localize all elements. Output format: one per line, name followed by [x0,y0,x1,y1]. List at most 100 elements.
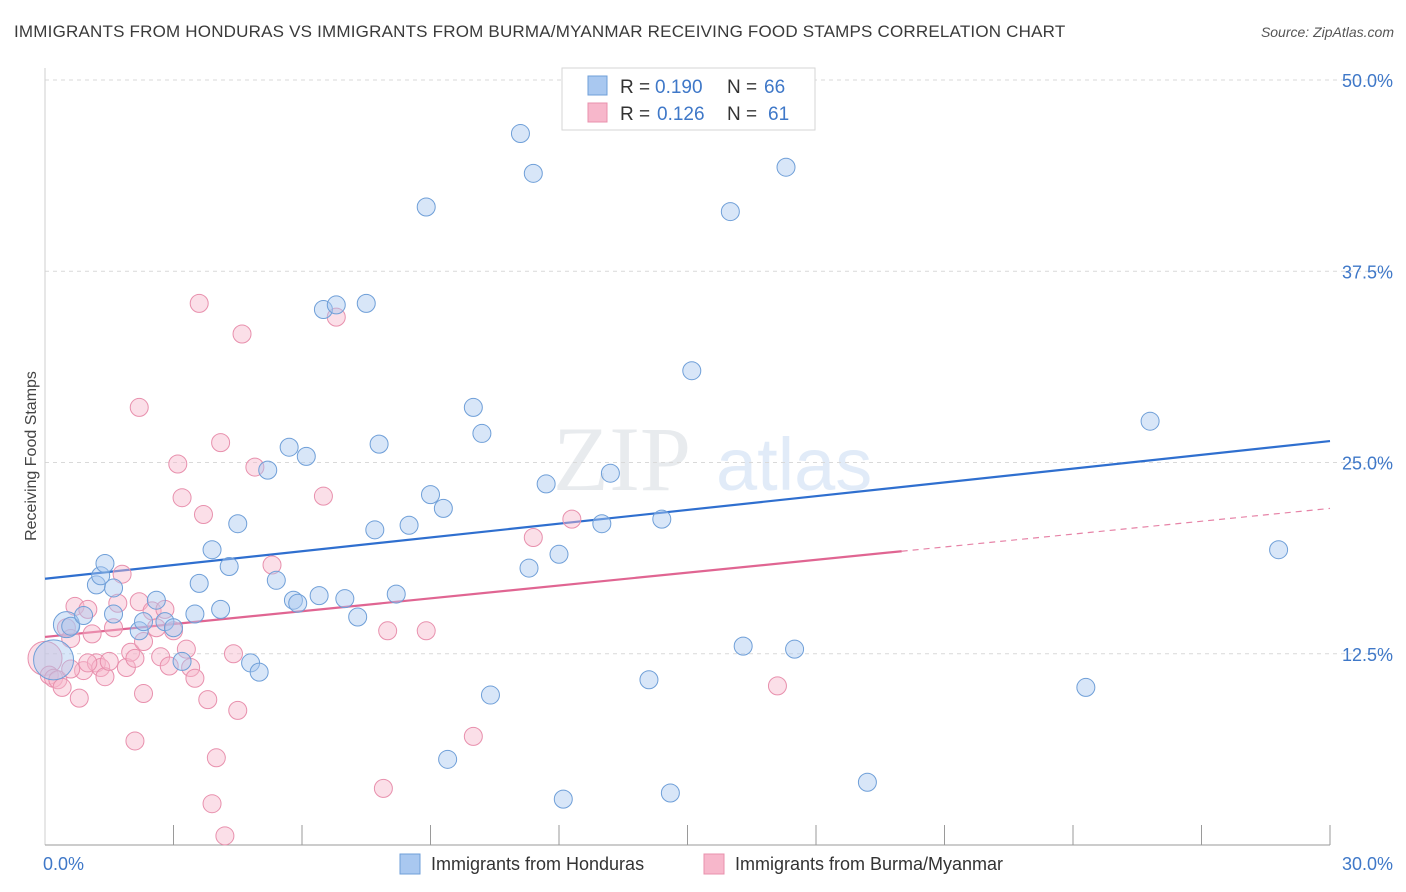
data-point-honduras [639,670,659,690]
data-point-burma [378,621,398,641]
data-point-burma [129,397,149,417]
data-point-burma [82,624,102,644]
data-point-honduras [296,446,316,466]
data-point-honduras [660,783,680,803]
data-point-burma [262,555,282,575]
data-point-honduras [164,618,183,638]
data-point-honduras [95,553,115,573]
data-point-honduras [134,612,154,632]
data-point-honduras [523,163,543,183]
data-point-honduras [61,616,81,636]
data-point-burma [245,457,265,477]
data-point-honduras [553,789,573,809]
data-point-burma [416,621,436,641]
x-tick-label: 30.0% [1342,854,1393,874]
data-point-honduras [313,300,333,319]
legend-n-value-honduras: 66 [764,77,785,98]
legend-r-value-burma: 0.126 [657,104,705,125]
data-point-burma [108,593,128,613]
data-point-honduras [288,593,308,613]
bottom-legend-swatch-burma [703,853,725,875]
data-point-burma [95,667,115,687]
data-point-burma [112,564,132,584]
data-point-burma [232,324,252,344]
y-tick-label: 12.5% [1342,645,1393,665]
data-point-honduras [438,749,458,769]
legend-r-label-burma: R = [620,104,650,125]
data-point-honduras [356,293,376,313]
data-point-honduras [720,202,740,222]
data-point-burma [129,592,149,612]
legend-r-label-honduras: R = [620,77,650,98]
data-point-burma [215,826,235,846]
data-point-burma [134,632,154,652]
series-burma-points [27,293,787,846]
data-point-honduras [365,520,385,540]
data-point-honduras [211,599,231,619]
data-point-burma [125,648,145,668]
data-point-honduras [463,397,483,417]
data-point-burma [61,659,81,679]
data-point-burma [78,653,98,673]
data-point-burma [202,794,222,814]
data-point-honduras [74,606,94,625]
legend-n-value-burma: 61 [768,104,789,125]
data-point-honduras [279,437,299,457]
data-point-burma [193,505,213,525]
data-point-burma [172,488,192,508]
data-point-honduras [335,589,355,609]
data-point-burma [189,293,209,313]
data-point-honduras [91,566,111,586]
data-point-burma [373,778,393,798]
legend-n-label-burma: N = [727,104,757,125]
data-point-honduras [682,361,702,381]
data-point-honduras [1269,540,1289,560]
data-point-honduras [1076,677,1096,697]
data-point-burma [125,731,145,751]
axes [44,68,1331,846]
data-point-burma [562,509,582,529]
legend-swatch-honduras [587,75,608,96]
data-point-honduras [104,578,124,598]
data-point-honduras [228,514,248,534]
data-point-burma [463,726,483,746]
trend-line-solid [44,439,1331,580]
y-tick-label: 50.0% [1342,71,1393,91]
trend-lines-honduras [44,439,1331,580]
data-point-honduras [202,540,222,560]
x-tick-label: 0.0% [43,854,84,874]
data-point-burma [168,454,188,474]
data-point-burma [99,651,119,671]
data-point-honduras [480,685,500,705]
data-point-honduras [104,604,124,624]
source-credit: Source: ZipAtlas.com [1260,24,1394,40]
data-point-honduras [33,639,75,681]
bottom-legend-swatch-honduras [399,853,421,875]
data-point-honduras [857,772,877,792]
data-point-honduras [129,621,149,641]
trend-line-solid [44,550,902,639]
data-point-honduras [266,570,286,590]
data-point-burma [223,644,243,664]
data-point-honduras [536,474,556,494]
y-tick-labels: 12.5% 25.0% 37.5% 50.0% [1342,71,1393,665]
data-point-honduras [600,463,620,483]
data-point-burma [767,676,787,696]
chart-title: IMMIGRANTS FROM HONDURAS VS IMMIGRANTS F… [14,22,1066,41]
trend-line-dashed [901,507,1331,552]
data-point-honduras [348,607,368,627]
data-point-honduras [258,460,278,480]
data-point-honduras [592,514,612,534]
data-point-honduras [519,558,539,578]
data-point-burma [104,618,124,638]
data-point-honduras [421,485,440,505]
data-point-burma [185,668,205,688]
data-point-honduras [733,636,753,656]
data-point-honduras [369,434,389,454]
data-point-honduras [146,590,166,610]
watermark: ZIP atlas [553,408,872,510]
series-legend: Immigrants from Honduras Immigrants from… [399,853,1003,875]
data-point-burma [159,656,179,676]
data-point-honduras [185,604,205,624]
